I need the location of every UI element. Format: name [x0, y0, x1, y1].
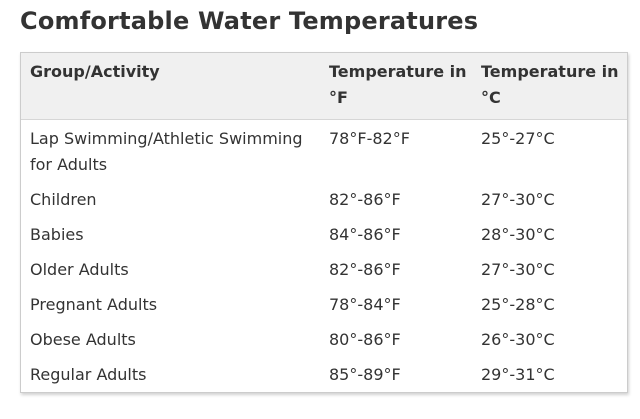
table-row: Children 82°-86°F 27°-30°C — [21, 183, 627, 218]
header-temperature-f: Temperature in °F — [320, 53, 472, 120]
page-title: Comfortable Water Temperatures — [20, 7, 479, 35]
table-row: Obese Adults 80°-86°F 26°-30°C — [21, 323, 627, 358]
cell-temp-c: 27°-30°C — [481, 260, 555, 279]
cell-group: Babies — [30, 225, 84, 244]
cell-temp-f: 80°-86°F — [329, 330, 401, 349]
table-row: Regular Adults 85°-89°F 29°-31°C — [21, 358, 627, 392]
header-temperature-c: Temperature in °C — [472, 53, 627, 120]
header-group-activity: Group/Activity — [21, 53, 320, 120]
table-row: Lap Swimming/Athletic Swimming for Adult… — [21, 120, 627, 184]
cell-temp-c: 25°-27°C — [481, 129, 555, 148]
temperature-table: Group/Activity Temperature in °F Tempera… — [21, 53, 627, 392]
cell-group: Pregnant Adults — [30, 295, 158, 314]
table-header: Group/Activity Temperature in °F Tempera… — [21, 53, 627, 120]
table-row: Babies 84°-86°F 28°-30°C — [21, 218, 627, 253]
cell-temp-f: 85°-89°F — [329, 365, 401, 384]
cell-temp-f: 84°-86°F — [329, 225, 401, 244]
header-row: Group/Activity Temperature in °F Tempera… — [21, 53, 627, 120]
cell-group: Children — [30, 190, 97, 209]
cell-temp-c: 25°-28°C — [481, 295, 555, 314]
cell-temp-c: 29°-31°C — [481, 365, 555, 384]
cell-group: Regular Adults — [30, 365, 147, 384]
cell-group: Lap Swimming/Athletic Swimming for Adult… — [30, 129, 303, 174]
cell-temp-f: 82°-86°F — [329, 260, 401, 279]
cell-temp-f: 78°-84°F — [329, 295, 401, 314]
cell-temp-c: 27°-30°C — [481, 190, 555, 209]
cell-temp-c: 28°-30°C — [481, 225, 555, 244]
table-body: Lap Swimming/Athletic Swimming for Adult… — [21, 120, 627, 393]
table-row: Older Adults 82°-86°F 27°-30°C — [21, 253, 627, 288]
cell-temp-c: 26°-30°C — [481, 330, 555, 349]
temperature-table-container: Group/Activity Temperature in °F Tempera… — [20, 52, 628, 393]
table-row: Pregnant Adults 78°-84°F 25°-28°C — [21, 288, 627, 323]
cell-group: Obese Adults — [30, 330, 136, 349]
cell-temp-f: 82°-86°F — [329, 190, 401, 209]
cell-temp-f: 78°F-82°F — [329, 129, 410, 148]
cell-group: Older Adults — [30, 260, 129, 279]
